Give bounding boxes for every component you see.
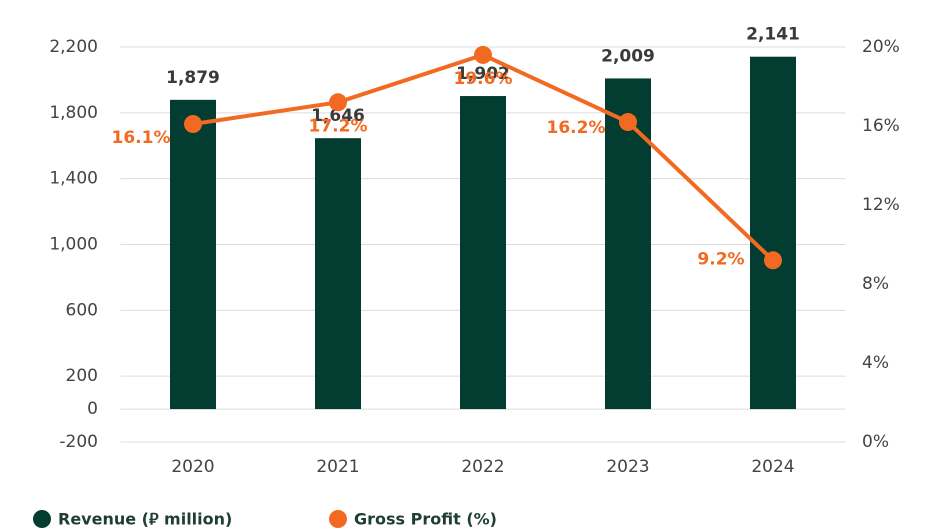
y2-tick-label: 20% (862, 37, 900, 57)
legend-marker (329, 510, 347, 528)
y2-tick-label: 4% (862, 353, 889, 373)
x-tick-label: 2021 (316, 457, 359, 477)
value-label: 1,879 (166, 68, 220, 88)
bar (170, 99, 216, 410)
value-label: 9.2% (697, 249, 744, 269)
value-label: 2,009 (601, 46, 655, 66)
point (474, 45, 492, 64)
bar (315, 138, 361, 410)
y-tick-label: 1,000 (49, 235, 98, 255)
point (329, 93, 347, 112)
point (184, 115, 202, 134)
x-tick-label: 2022 (461, 457, 504, 477)
point (619, 113, 637, 132)
value-label: 19.6% (454, 69, 513, 89)
y2-tick-label: 12% (862, 195, 900, 215)
bar (750, 56, 796, 410)
legend-label: Gross Profit (%) (354, 510, 497, 529)
point (764, 251, 782, 270)
y-tick-label: 200 (66, 366, 98, 386)
y-tick-label: 2,200 (49, 37, 98, 57)
x-tick-label: 2024 (751, 457, 794, 477)
y2-tick-label: 8% (862, 274, 889, 294)
value-label: 1,646 (311, 106, 365, 126)
x-tick-label: 2023 (606, 457, 649, 477)
y-tick-label: 0 (87, 399, 98, 419)
legend-marker (33, 510, 51, 528)
y2-tick-label: 0% (862, 432, 889, 452)
value-label: 16.2% (547, 118, 606, 138)
y-tick-label: 1,400 (49, 169, 98, 189)
y2-tick-label: 16% (862, 116, 900, 136)
value-label: 2,141 (746, 25, 800, 45)
y-tick-label: 600 (66, 300, 98, 320)
bar (605, 78, 651, 410)
value-label: 17.2% (309, 116, 368, 136)
legend-label: Revenue (⃁ million) (58, 510, 232, 529)
x-tick-label: 2020 (171, 457, 214, 477)
bar (460, 96, 506, 410)
value-label: 16.1% (112, 128, 171, 148)
y-tick-label: 1,800 (49, 103, 98, 123)
value-label: 1,902 (456, 64, 510, 84)
y-tick-label: -200 (59, 432, 98, 452)
